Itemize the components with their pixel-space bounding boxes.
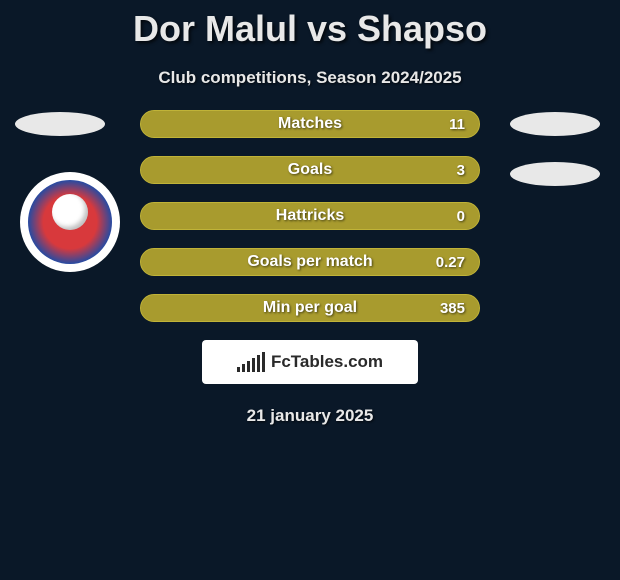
stat-label: Goals xyxy=(288,161,332,179)
stat-label: Min per goal xyxy=(263,299,357,317)
branding-bars-icon xyxy=(237,352,265,372)
player-placeholder-right-2 xyxy=(510,162,600,186)
snapshot-date: 21 january 2025 xyxy=(0,406,620,426)
stat-bar: Goals 3 xyxy=(140,156,480,184)
stat-value: 0 xyxy=(457,208,465,225)
player-placeholder-left xyxy=(15,112,105,136)
branding-bar-segment xyxy=(262,352,265,372)
branding-bar-segment xyxy=(257,355,260,372)
page-subtitle: Club competitions, Season 2024/2025 xyxy=(0,68,620,88)
stat-label: Hattricks xyxy=(276,207,344,225)
branding-bar-segment xyxy=(252,358,255,372)
stat-bar: Min per goal 385 xyxy=(140,294,480,322)
branding-badge: FcTables.com xyxy=(202,340,418,384)
stat-label: Goals per match xyxy=(247,253,372,271)
stat-value: 11 xyxy=(449,116,465,133)
player-placeholder-right-1 xyxy=(510,112,600,136)
stat-bar: Hattricks 0 xyxy=(140,202,480,230)
stat-value: 0.27 xyxy=(436,254,465,271)
stats-list: Matches 11 Goals 3 Hattricks 0 Goals per match… xyxy=(140,110,480,322)
branding-text: FcTables.com xyxy=(271,352,383,372)
stat-value: 3 xyxy=(457,162,465,179)
page-title: Dor Malul vs Shapso xyxy=(0,0,620,50)
stat-bar: Matches 11 xyxy=(140,110,480,138)
branding-bar-segment xyxy=(247,361,250,372)
stat-label: Matches xyxy=(278,115,342,133)
branding-bar-segment xyxy=(237,367,240,372)
branding-bar-segment xyxy=(242,364,245,372)
content-area: Matches 11 Goals 3 Hattricks 0 Goals per match… xyxy=(0,110,620,426)
club-badge xyxy=(20,172,120,272)
stat-value: 385 xyxy=(440,300,465,317)
stat-bar: Goals per match 0.27 xyxy=(140,248,480,276)
club-badge-ball-icon xyxy=(52,194,88,230)
